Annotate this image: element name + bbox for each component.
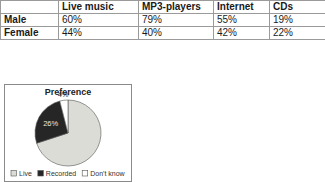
legend-swatch xyxy=(11,171,17,177)
column-header: Internet xyxy=(214,1,270,14)
data-label: 4% xyxy=(58,90,69,99)
table-cell: 44% xyxy=(59,27,139,40)
table-cell: 40% xyxy=(139,27,214,40)
table-row: Female44%40%42%22% xyxy=(1,27,325,40)
table-cell: 55% xyxy=(214,14,270,27)
legend-label: Recorded xyxy=(46,170,76,177)
column-header: Live music xyxy=(59,1,139,14)
table-cell: 19% xyxy=(270,14,325,27)
chart-frame xyxy=(5,85,132,182)
row-header: Female xyxy=(1,27,59,40)
row-header: Male xyxy=(1,14,59,27)
table-cell: 42% xyxy=(214,27,270,40)
legend-label: Don't know xyxy=(90,170,125,177)
table-row: Male60%79%55%19% xyxy=(1,14,325,27)
legend-swatch xyxy=(82,171,88,177)
data-table: Live musicMP3-playersInternetCDsMale60%7… xyxy=(0,0,325,40)
table-cell: 79% xyxy=(139,14,214,27)
table-cell: 60% xyxy=(59,14,139,27)
header-row: Live musicMP3-playersInternetCDs xyxy=(1,1,325,14)
column-header: MP3-players xyxy=(139,1,214,14)
pie-slice xyxy=(60,100,68,133)
legend-swatch xyxy=(38,171,44,177)
data-label: 26% xyxy=(43,119,58,128)
pie-chart: Preference26%4%LiveRecordedDon't know xyxy=(4,84,132,182)
legend: Live Recorded Don't know xyxy=(11,170,126,177)
table-cell: 22% xyxy=(270,27,325,40)
column-header: CDs xyxy=(270,1,325,14)
slices xyxy=(35,100,101,166)
legend-label: Live xyxy=(19,170,32,177)
corner-cell xyxy=(1,1,59,14)
